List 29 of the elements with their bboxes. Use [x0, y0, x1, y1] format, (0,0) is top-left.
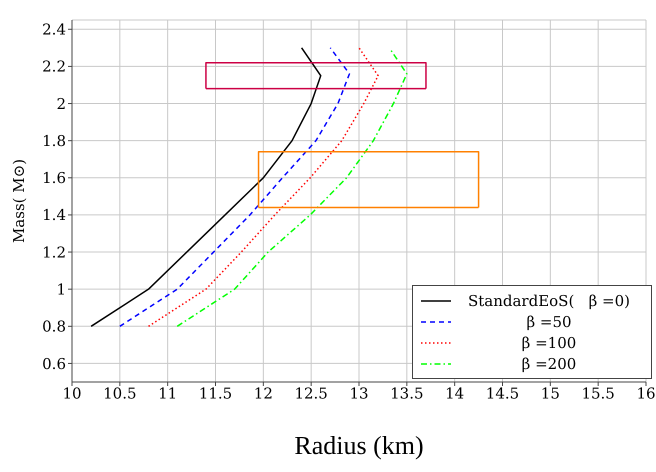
y-tick-label: 1.4 [42, 206, 66, 224]
y-tick-label: 1.8 [42, 132, 66, 150]
y-tick-label: 0.6 [42, 354, 66, 373]
x-tick-label: 13 [349, 384, 369, 403]
x-tick-label: 10 [62, 384, 82, 403]
y-tick-label: 0.8 [42, 318, 66, 336]
legend-label: StandardEoS( β =0) [466, 292, 632, 310]
text: β =50 [525, 312, 573, 330]
x-tick-label: 13.5 [390, 384, 424, 403]
x-tick-label: 11 [158, 384, 178, 403]
x-tick-label: 11.5 [198, 384, 232, 403]
y-tick-label: 2.2 [42, 58, 66, 76]
x-tick-label: 12.5 [294, 384, 328, 403]
x-tick-label: 10.5 [103, 384, 137, 403]
y-tick-label: 1 [56, 280, 66, 299]
text: β =100 [520, 334, 578, 352]
x-tick-label: 14 [445, 384, 464, 403]
y-axis-title: Mass( M⊙) [10, 158, 28, 244]
y-tick-label: 1.6 [42, 169, 66, 188]
x-tick-label: 15 [540, 384, 560, 403]
x-tick-label: 12 [254, 384, 273, 403]
text: β =200 [520, 354, 578, 372]
y-tick-label: 2.4 [42, 20, 66, 39]
x-tick-label: 15.5 [581, 384, 615, 403]
y-tick-label: 2 [56, 94, 66, 113]
x-tick-label: 16 [636, 384, 656, 403]
y-tick-label: 1.2 [42, 243, 66, 262]
x-axis-title: Radius (km) [294, 431, 424, 460]
x-tick-label: 14.5 [486, 384, 520, 403]
